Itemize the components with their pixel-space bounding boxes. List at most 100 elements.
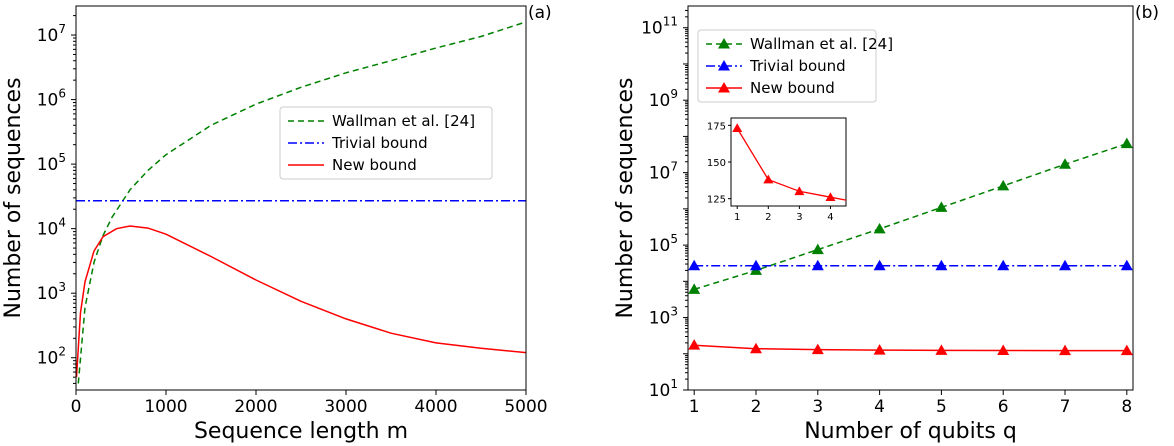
legend-label-2: New bound — [750, 79, 835, 97]
chart-panel-a: 0 1000 2000 3000 4000 5000102103104105106107S… — [1, 3, 552, 444]
y-tick-exponent: 11 — [663, 15, 678, 29]
y-tick-exponent: 4 — [58, 216, 66, 230]
y-tick-label: 102 — [37, 345, 66, 369]
y-tick-exponent: 3 — [58, 280, 66, 294]
y-tick-label: 107 — [649, 160, 678, 184]
x-tick-label: 5 — [936, 397, 947, 417]
y-tick-label: 105 — [37, 151, 66, 175]
inset-marker-0 — [732, 123, 743, 133]
y-tick-label: 107 — [37, 22, 66, 46]
y-tick-label: 101 — [649, 377, 678, 401]
y-tick-label: 106 — [37, 87, 66, 111]
x-tick-label: 0 — [71, 397, 82, 417]
y-tick-exponent: 2 — [58, 345, 66, 359]
series-0-marker-3 — [873, 222, 886, 234]
inset-chart: 1 2 3 4 125 150 175 — [707, 117, 847, 223]
x-tick-label: 7 — [1060, 397, 1071, 417]
y-tick-exponent: 5 — [58, 151, 66, 165]
x-tick-label: 2 — [751, 397, 762, 417]
legend-marker-0 — [718, 38, 730, 49]
y-tick-base: 10 — [641, 19, 663, 39]
legend-box — [697, 29, 877, 103]
series-2-marker-5 — [997, 344, 1010, 356]
series-2-marker-2 — [811, 343, 824, 355]
series-0-marker-4 — [935, 201, 948, 212]
series-1-marker-7 — [1120, 259, 1133, 271]
y-tick-base: 10 — [37, 91, 59, 111]
y-tick-base: 10 — [649, 381, 671, 401]
inset-y-tick-label: 150 — [707, 158, 726, 169]
x-tick-label: 4000 — [414, 397, 457, 417]
series-0-marker-0 — [688, 283, 701, 294]
series-1-marker-2 — [811, 259, 824, 271]
x-tick-label: 6 — [998, 397, 1009, 417]
legend-box — [279, 106, 493, 180]
x-tick-label: 2000 — [234, 397, 277, 417]
x-axis-label: Number of qubits q — [804, 419, 1017, 444]
legend-label-0: Wallman et al. [24] — [750, 35, 893, 53]
series-2-marker-6 — [1059, 344, 1072, 356]
series-2-marker-3 — [873, 344, 886, 355]
legend-label-1: Trivial bound — [749, 57, 846, 75]
series-0-marker-6 — [1059, 158, 1072, 169]
y-tick-label: 109 — [649, 87, 678, 111]
y-tick-exponent: 3 — [670, 305, 678, 319]
y-tick-base: 10 — [37, 26, 59, 46]
series-line-0 — [77, 21, 526, 384]
inset-marker-1 — [763, 174, 774, 184]
legend: Wallman et al. [24] Trivial bound New boun… — [279, 106, 493, 180]
series-2-marker-7 — [1120, 344, 1133, 356]
inset-y-tick-label: 175 — [707, 121, 726, 132]
y-tick-base: 10 — [37, 155, 59, 175]
x-axis-label: Sequence length m — [194, 419, 408, 444]
y-tick-base: 10 — [649, 236, 671, 256]
x-tick-label: 3000 — [324, 397, 367, 417]
inset-x-tick-label: 1 — [734, 212, 740, 223]
y-tick-label: 104 — [37, 216, 66, 240]
panel-label: (b) — [1135, 3, 1159, 23]
legend-marker-2 — [718, 82, 730, 93]
x-tick-label: 1 — [689, 397, 700, 417]
series-1-marker-0 — [688, 259, 701, 271]
series-line-0 — [693, 142, 1128, 291]
series-1-marker-4 — [935, 259, 948, 271]
y-tick-exponent: 6 — [58, 87, 66, 101]
legend-marker-1 — [718, 60, 730, 71]
legend-label-0: Wallman et al. [24] — [332, 112, 475, 130]
y-tick-base: 10 — [37, 220, 59, 240]
y-tick-exponent: 5 — [670, 232, 678, 246]
inset-y-tick-label: 125 — [707, 195, 726, 206]
y-tick-exponent: 7 — [58, 22, 66, 36]
inset-x-tick-label: 4 — [827, 212, 833, 223]
panel-label: (a) — [528, 3, 552, 23]
series-line-2 — [694, 344, 1127, 352]
series-0-marker-7 — [1120, 137, 1133, 149]
series-1-marker-3 — [873, 259, 886, 271]
x-tick-label: 8 — [1121, 397, 1132, 417]
series-1-marker-5 — [997, 259, 1010, 271]
y-tick-label: 105 — [649, 232, 678, 256]
series-2-marker-4 — [935, 344, 948, 355]
legend: Wallman et al. [24] Trivial bound New boun… — [697, 29, 893, 103]
y-tick-exponent: 7 — [670, 160, 678, 174]
inset-marker-2 — [794, 186, 805, 196]
y-tick-label: 103 — [37, 280, 66, 304]
y-tick-base: 10 — [649, 309, 671, 329]
y-tick-exponent: 1 — [670, 377, 678, 391]
x-tick-label: 4 — [874, 397, 885, 417]
y-tick-label: 1011 — [641, 15, 678, 39]
series-1-marker-6 — [1059, 259, 1072, 271]
inset-marker-3 — [825, 192, 836, 201]
y-tick-base: 10 — [37, 349, 59, 369]
inset-x-tick-label: 3 — [796, 212, 802, 223]
x-tick-label: 1000 — [144, 397, 187, 417]
y-tick-base: 10 — [649, 164, 671, 184]
y-tick-exponent: 9 — [670, 87, 678, 101]
series-2-marker-0 — [688, 339, 701, 350]
series-2-marker-1 — [749, 342, 762, 354]
y-tick-base: 10 — [649, 91, 671, 111]
series-0-marker-2 — [811, 243, 824, 255]
series-0-marker-5 — [997, 179, 1010, 191]
